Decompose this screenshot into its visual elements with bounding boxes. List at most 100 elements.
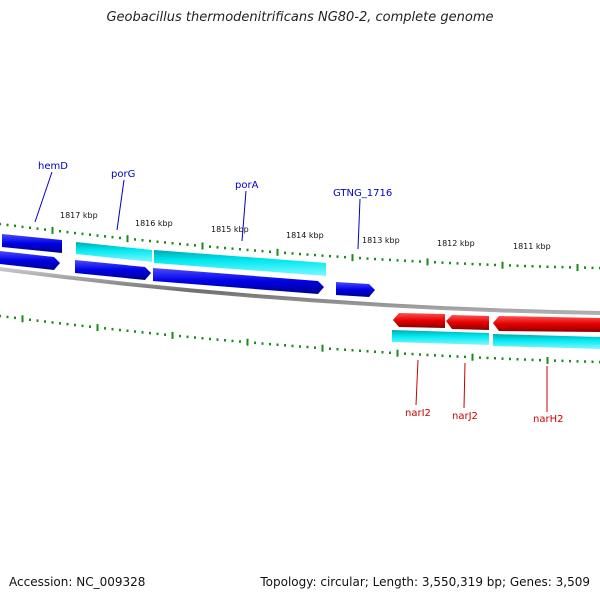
lower-minor-tick	[441, 354, 444, 357]
gene-label-narJ2[interactable]: narJ2	[452, 411, 478, 422]
lower-minor-tick	[554, 359, 556, 362]
upper-minor-tick	[29, 226, 31, 229]
gene-arrow-hemD-lower[interactable]	[0, 251, 60, 270]
upper-minor-tick	[374, 257, 376, 261]
feature-segment-narH2[interactable]	[493, 334, 600, 349]
lower-minor-tick	[284, 344, 286, 347]
upper-minor-tick	[584, 266, 586, 269]
upper-minor-tick	[569, 266, 571, 269]
upper-minor-tick	[299, 252, 301, 256]
gene-arrow-narJ2[interactable]	[446, 315, 489, 330]
upper-minor-tick	[6, 223, 9, 227]
lower-major-tick	[321, 344, 324, 352]
feature-segment-porG[interactable]	[76, 242, 152, 262]
gene-label-narH2[interactable]: narH2	[533, 414, 563, 425]
lower-minor-tick	[509, 357, 511, 361]
upper-minor-tick	[554, 265, 556, 269]
lower-minor-tick	[449, 354, 451, 358]
lower-minor-tick	[254, 341, 256, 345]
upper-minor-tick	[419, 260, 421, 263]
lower-minor-tick	[494, 357, 496, 360]
upper-minor-tick	[306, 253, 309, 256]
upper-minor-tick	[396, 259, 399, 262]
lower-major-tick	[396, 349, 399, 357]
upper-minor-tick	[531, 265, 534, 268]
leader-narJ2	[463, 362, 466, 409]
upper-minor-tick	[134, 238, 136, 241]
feature-segment-narI2-narJ2[interactable]	[392, 330, 489, 345]
lower-minor-tick	[381, 351, 384, 354]
upper-minor-tick	[404, 259, 406, 262]
gene-label-porA[interactable]: porA	[235, 180, 259, 191]
upper-major-tick	[126, 235, 129, 243]
forward-genes	[0, 234, 375, 297]
lower-minor-tick	[561, 359, 564, 363]
ruler-label-1817: 1817 kbp	[60, 211, 98, 220]
lower-minor-tick	[104, 327, 106, 330]
upper-minor-tick	[156, 240, 159, 243]
gene-arrow-porG[interactable]	[75, 260, 151, 280]
lower-minor-tick	[224, 339, 226, 342]
upper-minor-tick	[516, 264, 519, 267]
map-title: Geobacillus thermodenitrificans NG80-2, …	[106, 10, 494, 25]
upper-minor-tick	[561, 265, 564, 269]
lower-minor-tick	[501, 357, 504, 360]
upper-minor-tick	[224, 246, 226, 250]
upper-minor-tick	[359, 256, 361, 260]
upper-minor-tick	[411, 259, 414, 263]
lower-minor-tick	[0, 314, 1, 318]
gene-arrow-GTNG_1716[interactable]	[336, 282, 375, 297]
upper-minor-tick	[494, 263, 496, 267]
upper-minor-tick	[269, 250, 271, 253]
upper-minor-tick	[36, 227, 39, 230]
lower-major-tick	[171, 331, 174, 339]
topology-text: Topology: circular; Length: 3,550,319 bp…	[260, 575, 590, 589]
upper-minor-tick	[456, 262, 459, 265]
lower-minor-tick	[186, 335, 189, 339]
lower-minor-tick	[464, 355, 466, 359]
upper-minor-tick	[96, 234, 99, 237]
ruler-label-1813: 1813 kbp	[362, 236, 400, 245]
lower-minor-tick	[419, 353, 421, 356]
lower-minor-tick	[516, 358, 519, 361]
lower-minor-tick	[389, 351, 391, 354]
gene-arrow-narI2[interactable]	[393, 313, 445, 328]
upper-minor-tick	[381, 258, 384, 261]
upper-minor-tick	[21, 225, 24, 229]
upper-minor-tick	[44, 228, 46, 231]
upper-minor-tick	[254, 249, 256, 252]
gene-label-porG[interactable]: porG	[111, 169, 135, 180]
upper-minor-tick	[89, 233, 91, 236]
lower-minor-tick	[74, 323, 76, 327]
lower-major-tick	[471, 353, 474, 361]
upper-major-tick	[576, 264, 579, 271]
label-leaders	[34, 171, 548, 412]
upper-minor-tick	[464, 262, 466, 265]
gene-label-narI2[interactable]: narI2	[405, 408, 431, 419]
lower-minor-tick	[239, 340, 241, 343]
upper-minor-tick	[539, 265, 541, 268]
leader-narI2	[415, 359, 419, 406]
upper-major-tick	[426, 258, 429, 266]
lower-minor-tick	[44, 320, 46, 323]
upper-minor-tick	[524, 264, 526, 268]
lower-minor-tick	[141, 331, 144, 334]
ruler-label-1812: 1812 kbp	[437, 239, 475, 248]
feature-segment-porA[interactable]	[154, 250, 326, 276]
lower-minor-tick	[119, 328, 121, 332]
gene-label-GTNG_1716[interactable]: GTNG_1716	[333, 188, 392, 199]
upper-minor-tick	[119, 236, 121, 240]
gene-arrow-narH2[interactable]	[493, 316, 600, 332]
gene-label-hemD[interactable]: hemD	[38, 161, 68, 172]
gene-arrow-porA[interactable]	[153, 268, 324, 294]
lower-minor-tick	[209, 337, 211, 341]
upper-minor-tick	[261, 249, 264, 253]
lower-minor-tick	[306, 345, 309, 349]
lower-minor-tick	[314, 346, 316, 349]
upper-minor-tick	[171, 242, 174, 245]
leader-GTNG_1716	[357, 198, 361, 250]
gene-arrow-hemD-upper[interactable]	[2, 234, 62, 253]
lower-minor-tick	[36, 319, 39, 322]
lower-minor-tick	[456, 355, 459, 358]
lower-minor-tick	[179, 334, 181, 338]
